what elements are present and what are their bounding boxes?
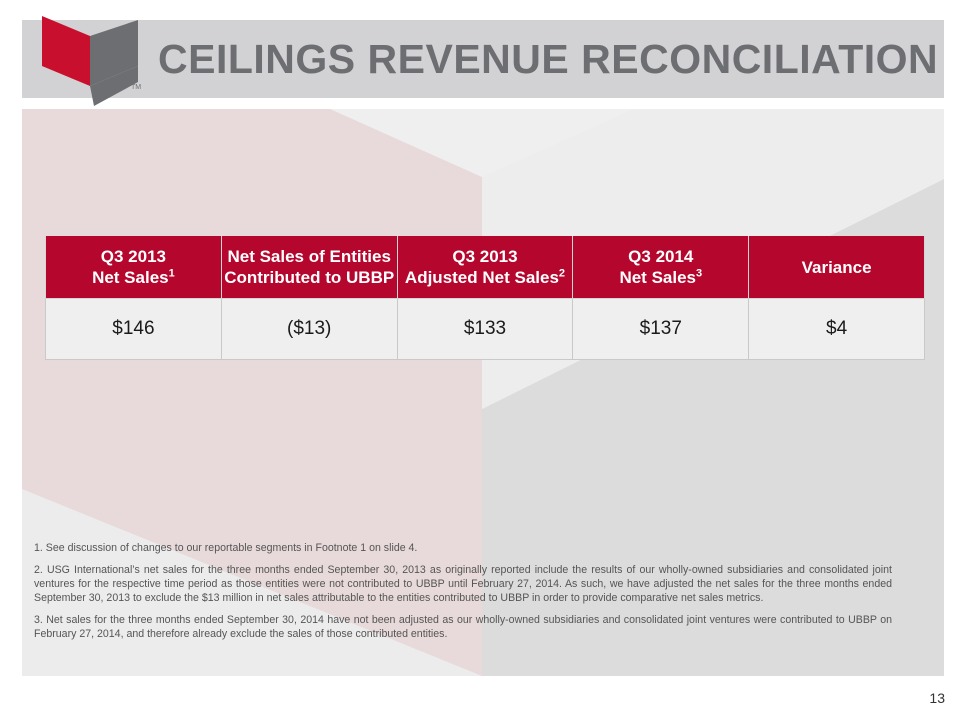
header-bar xyxy=(22,20,944,98)
footnotes: 1. See discussion of changes to our repo… xyxy=(34,541,892,649)
col-q3-2014-net-sales: Q3 2014 Net Sales3 xyxy=(572,236,750,299)
col-variance: Variance xyxy=(748,236,925,299)
table-header-row: Q3 2013 Net Sales1 Net Sales of Entities… xyxy=(45,236,925,299)
col-q3-2013-net-sales: Q3 2013 Net Sales1 xyxy=(45,236,222,299)
cell-variance: $4 xyxy=(748,298,925,360)
footnote-2: 2. USG International’s net sales for the… xyxy=(34,564,892,604)
table-row: $146 ($13) $133 $137 $4 xyxy=(45,298,925,360)
page-number: 13 xyxy=(929,690,945,706)
footnote-1: 1. See discussion of changes to our repo… xyxy=(34,542,418,554)
page-title: CEILINGS REVENUE RECONCILIATION xyxy=(158,36,939,82)
reconciliation-table: Q3 2013 Net Sales1 Net Sales of Entities… xyxy=(45,236,925,360)
trademark-mark: TM xyxy=(131,84,142,91)
company-logo xyxy=(42,16,138,106)
col-q3-2013-adjusted-net-sales: Q3 2013 Adjusted Net Sales2 xyxy=(396,236,574,299)
cell-adjusted-net-sales: $133 xyxy=(396,298,574,360)
content-panel xyxy=(22,109,944,676)
col-net-sales-entities-ubbp: Net Sales of Entities Contributed to UBB… xyxy=(220,236,398,299)
cell-entities-ubbp: ($13) xyxy=(220,298,398,360)
cell-q3-2014-net-sales: $137 xyxy=(572,298,750,360)
cell-q3-2013-net-sales: $146 xyxy=(45,298,222,360)
footnote-3: 3. Net sales for the three months ended … xyxy=(34,614,892,640)
